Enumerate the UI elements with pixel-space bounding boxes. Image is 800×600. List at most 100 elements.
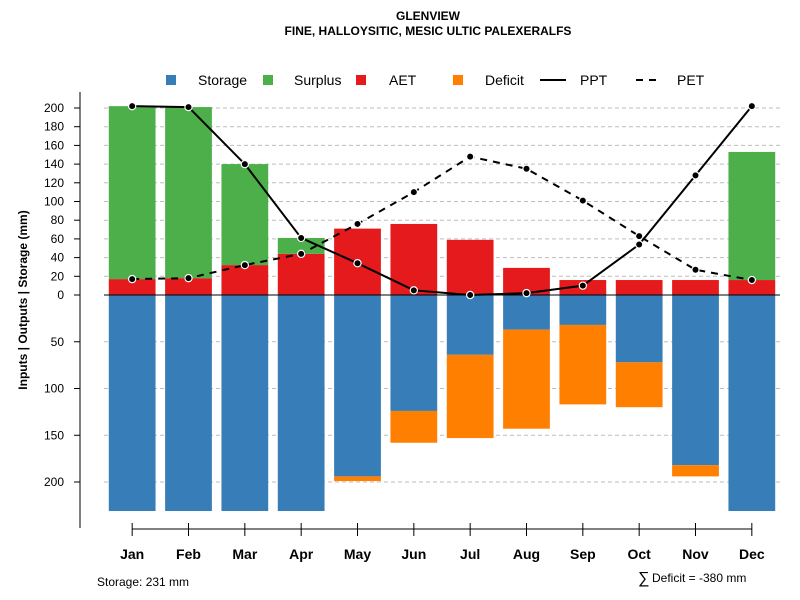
y-tick-label-upper-180: 180 — [44, 120, 64, 134]
line-pet — [132, 155, 753, 282]
legend-label-pet: PET — [677, 72, 705, 88]
legend-swatch-deficit — [453, 75, 463, 85]
bar-deficit-may — [334, 476, 381, 482]
y-tick-label-lower-50: 50 — [51, 335, 65, 349]
storage-footer: Storage: 231 mm — [97, 575, 189, 589]
bar-storage-jun — [390, 295, 438, 411]
legend-swatch-aet — [356, 75, 366, 85]
legend-swatch-storage — [166, 75, 176, 85]
y-tick-label-upper-60: 60 — [51, 232, 65, 246]
bar-aet-jun — [390, 223, 438, 295]
point-pet-jun — [409, 187, 419, 197]
y-tick-label-upper-120: 120 — [44, 176, 64, 190]
x-tick-label-jun: Jun — [401, 546, 426, 562]
point-pet-may — [353, 219, 362, 229]
bar-storage-aug — [503, 295, 550, 330]
bar-aet-jul — [446, 239, 494, 295]
bar-surplus-mar — [221, 164, 269, 266]
y-axis-label: Inputs | Outputs | Storage (mm) — [16, 210, 30, 389]
chart-title: GLENVIEW — [396, 9, 461, 23]
point-ppt-aug — [522, 288, 531, 298]
y-tick-label-upper-100: 100 — [44, 195, 64, 209]
legend: Storage Surplus AET Deficit PPT PET — [166, 72, 705, 88]
y-tick-label-upper-80: 80 — [51, 213, 65, 227]
x-tick-label-dec: Dec — [739, 546, 765, 562]
x-tick-label-may: May — [344, 546, 371, 562]
point-ppt-dec — [747, 101, 757, 111]
point-pet-jul — [465, 152, 475, 161]
bar-storage-oct — [615, 295, 663, 363]
y-tick-label-upper-40: 40 — [51, 251, 65, 265]
legend-label-storage: Storage — [198, 72, 247, 88]
legend-swatch-surplus — [263, 75, 273, 85]
bar-surplus-jan — [108, 106, 156, 280]
point-ppt-apr — [296, 233, 306, 243]
y-tick-label-upper-0: 0 — [57, 288, 64, 302]
point-ppt-oct — [634, 240, 644, 249]
point-ppt-nov — [691, 171, 700, 180]
y-tick-label-upper-140: 140 — [44, 157, 64, 171]
point-pet-mar — [240, 260, 250, 270]
point-ppt-feb — [184, 102, 193, 112]
bar-storage-feb — [165, 295, 212, 511]
bar-deficit-sep — [559, 324, 607, 405]
x-tick-label-aug: Aug — [513, 546, 540, 562]
point-pet-aug — [522, 164, 531, 173]
bar-deficit-aug — [503, 329, 550, 429]
y-tick-label-lower-100: 100 — [44, 382, 64, 396]
legend-label-surplus: Surplus — [294, 72, 341, 88]
deficit-footer: Deficit = -380 mm — [652, 571, 746, 585]
x-tick-label-nov: Nov — [682, 546, 709, 562]
y-tick-label-upper-200: 200 — [44, 101, 64, 115]
x-tick-label-mar: Mar — [232, 546, 257, 562]
y-tick-label-upper-160: 160 — [44, 138, 64, 152]
gridlines — [104, 107, 780, 483]
x-tick-label-sep: Sep — [570, 546, 596, 562]
point-ppt-mar — [240, 159, 250, 169]
point-ppt-jul — [465, 290, 475, 300]
bar-storage-sep — [559, 295, 607, 325]
x-tick-label-apr: Apr — [289, 546, 314, 562]
line-ppt — [132, 105, 753, 297]
x-tick-label-jan: Jan — [120, 546, 144, 562]
axes: 0 20 40 60 80 100 120 140 160 180 200 50 100 150 200 Ja… — [44, 92, 765, 562]
bar-deficit-nov — [672, 465, 719, 477]
point-pet-feb — [184, 273, 193, 283]
point-pet-nov — [691, 265, 700, 274]
bar-aet-feb — [165, 278, 212, 295]
bars — [108, 106, 776, 511]
bar-storage-may — [334, 295, 381, 477]
bar-deficit-jul — [446, 354, 494, 439]
x-tick-label-oct: Oct — [627, 546, 651, 562]
sum-symbol: ∑ — [638, 570, 649, 587]
bar-storage-mar — [221, 295, 269, 511]
legend-label-deficit: Deficit — [485, 72, 524, 88]
legend-label-ppt: PPT — [580, 72, 608, 88]
bar-aet-oct — [615, 280, 663, 295]
bar-surplus-apr — [277, 237, 325, 254]
bar-storage-nov — [672, 295, 719, 466]
bar-surplus-dec — [728, 151, 776, 281]
point-ppt-jan — [127, 101, 137, 111]
x-tick-label-jul: Jul — [460, 546, 480, 562]
bar-storage-jul — [446, 295, 494, 355]
bar-storage-jan — [108, 295, 156, 511]
y-tick-label-upper-20: 20 — [51, 269, 65, 283]
bar-aet-nov — [672, 280, 719, 295]
legend-label-aet: AET — [389, 72, 417, 88]
y-tick-label-lower-150: 150 — [44, 428, 64, 442]
point-pet-apr — [296, 249, 306, 259]
point-pet-sep — [578, 196, 588, 205]
x-tick-label-feb: Feb — [176, 546, 201, 562]
bar-aet-dec — [728, 280, 776, 295]
chart-subtitle: FINE, HALLOYSITIC, MESIC ULTIC PALEXERAL… — [285, 24, 572, 38]
point-ppt-sep — [578, 281, 588, 290]
point-pet-oct — [634, 231, 644, 241]
point-ppt-may — [353, 259, 362, 268]
bar-storage-dec — [728, 295, 776, 511]
point-pet-dec — [747, 275, 757, 285]
bar-aet-jan — [108, 279, 156, 295]
bar-aet-mar — [221, 265, 269, 295]
bar-surplus-feb — [165, 107, 212, 279]
